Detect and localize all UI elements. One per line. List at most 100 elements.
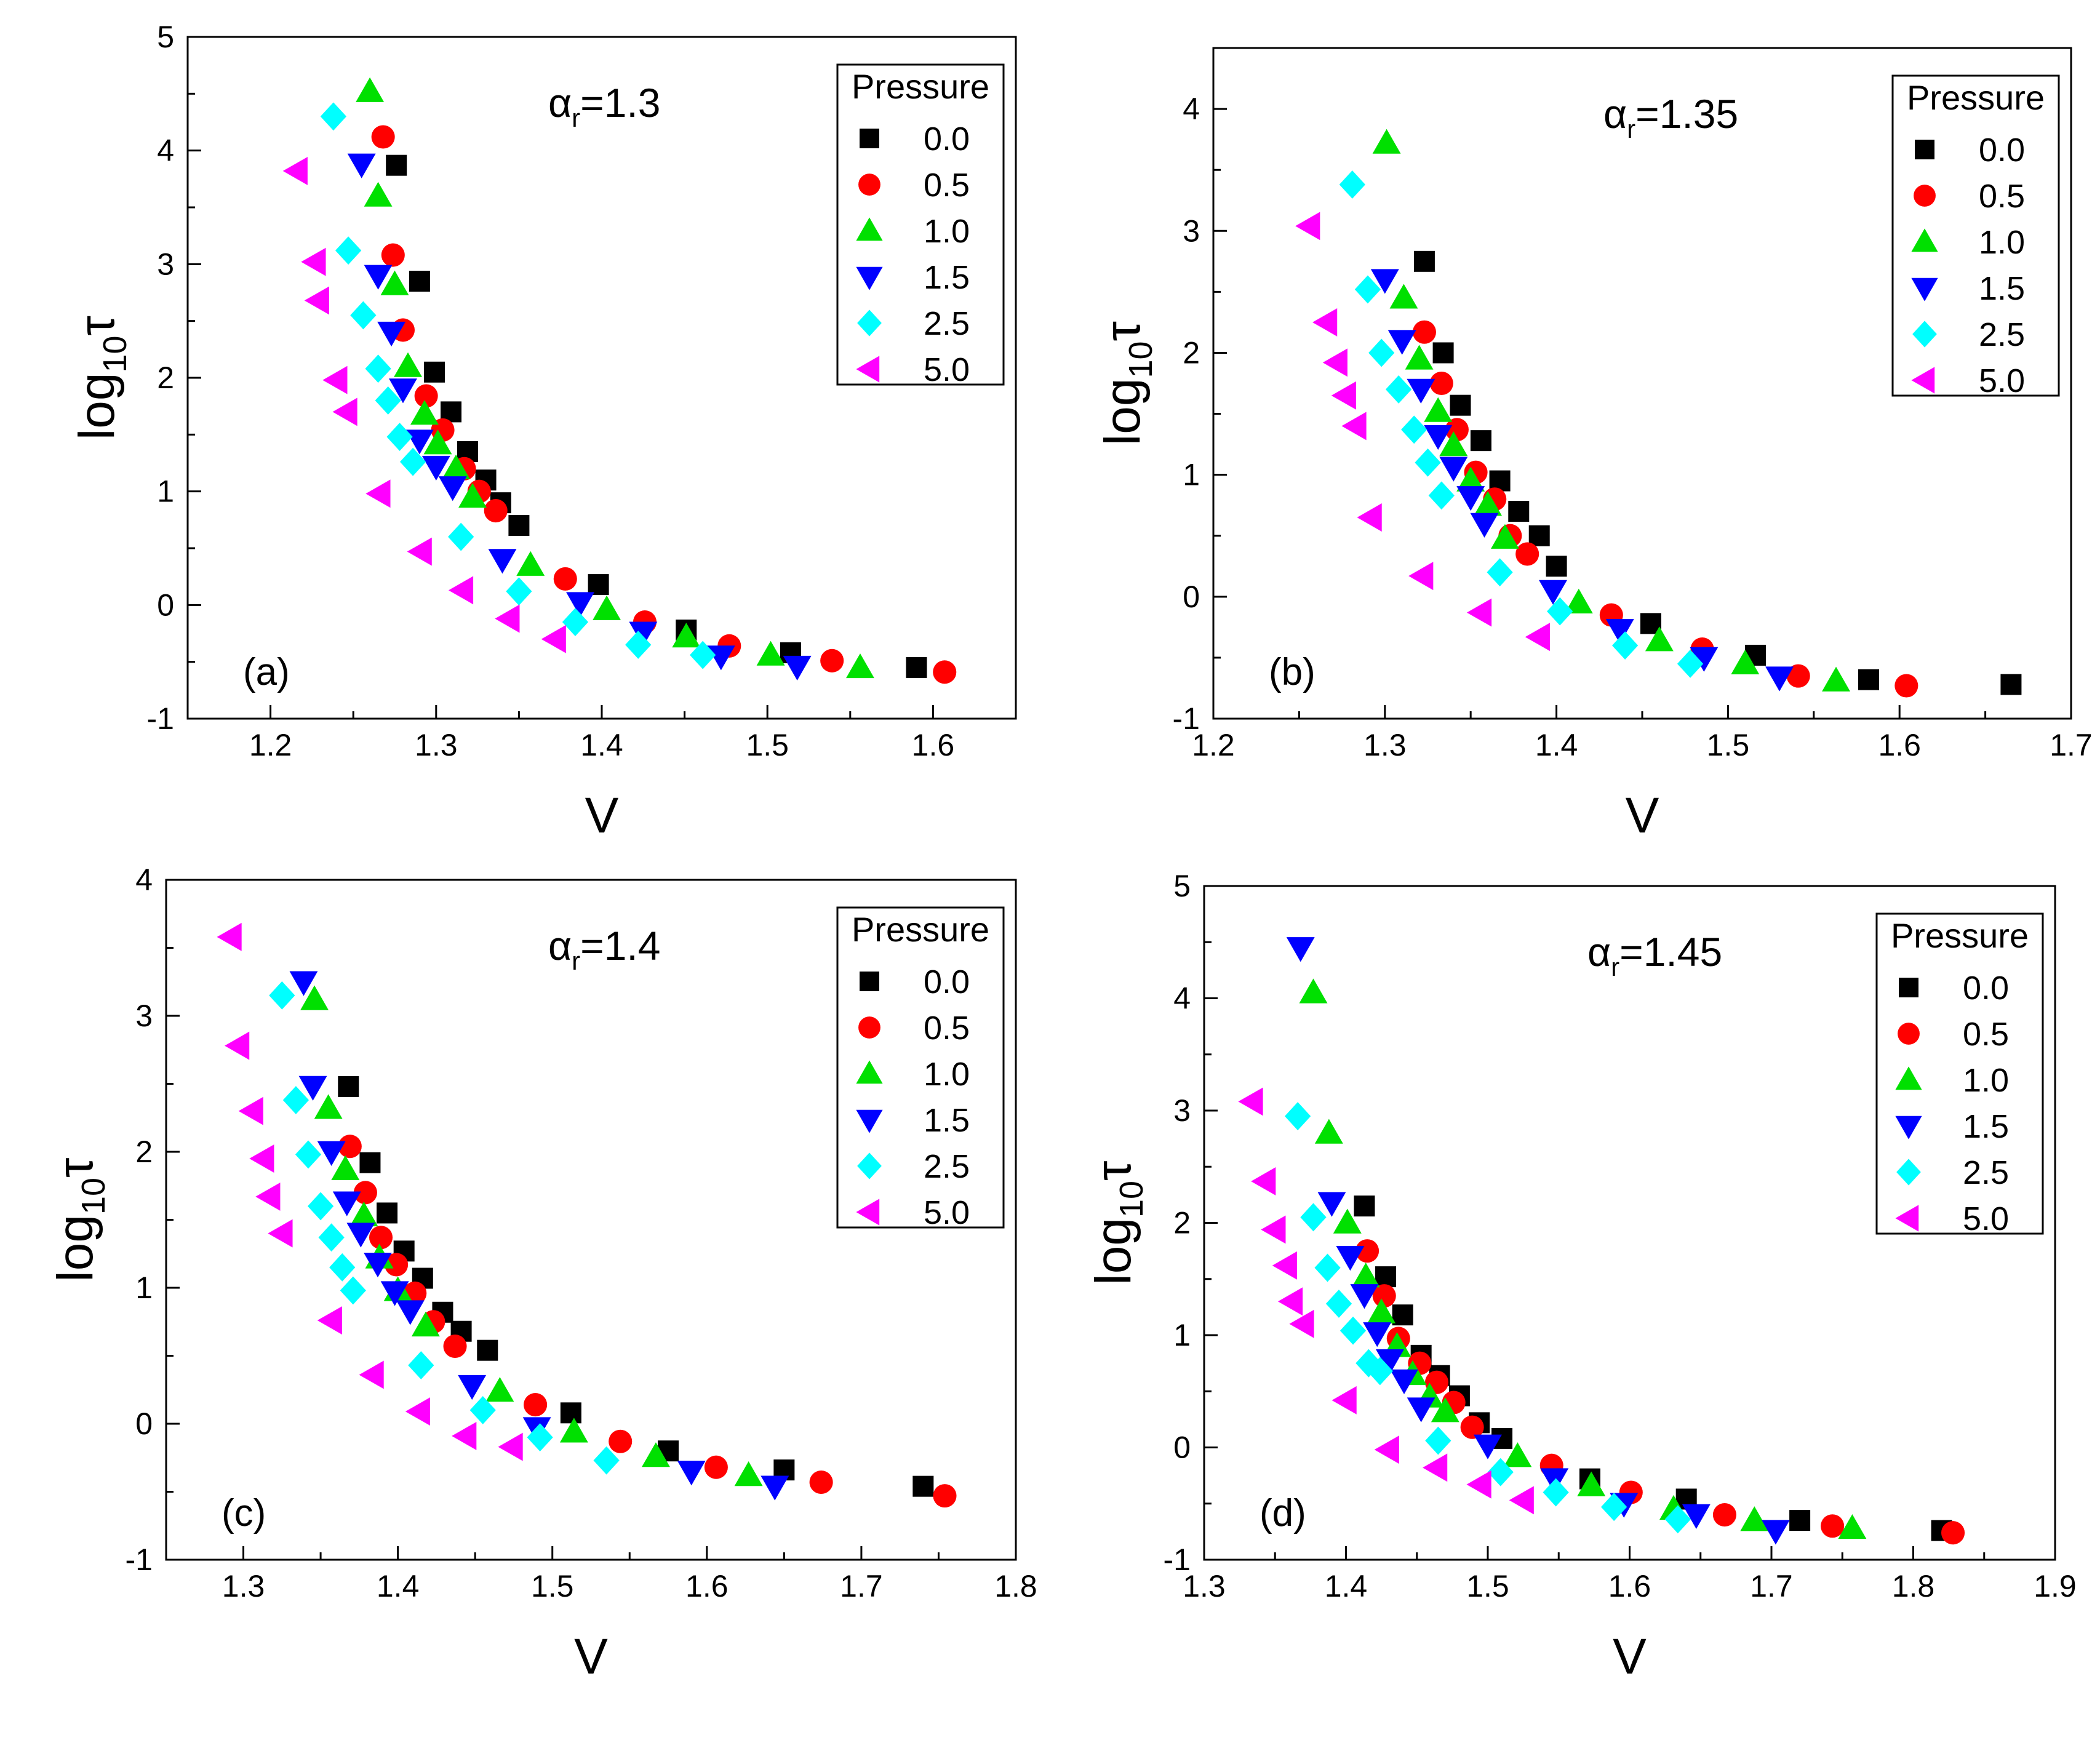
panel-a-point-triangle-down <box>364 265 393 290</box>
panel-d-xtick-label: 1.7 <box>1750 1569 1793 1603</box>
panel-b-point-triangle-down <box>1470 513 1499 538</box>
panel-b-xtick-label: 1.7 <box>2050 728 2093 762</box>
panel-a-point-triangle-up <box>846 653 874 679</box>
panel-a-legend-label: 0.5 <box>924 167 970 204</box>
panel-c-point-square <box>912 1475 934 1497</box>
panel-a-point-triangle-left <box>282 156 308 185</box>
panel-d-point-triangle-down <box>1376 1349 1404 1375</box>
panel-d-point-triangle-down <box>1286 937 1315 962</box>
panel-b-point-square <box>1858 669 1880 690</box>
panel-d-point-square <box>1789 1510 1811 1531</box>
panel-c-xtick-label: 1.3 <box>222 1569 265 1603</box>
panel-d-point-diamond <box>1314 1253 1341 1282</box>
panel-a-ylabel: log10τ <box>69 316 134 440</box>
panel-c-xtick-label: 1.8 <box>994 1569 1037 1603</box>
panel-d-xtick-label: 1.9 <box>2034 1569 2077 1603</box>
panel-d-point-triangle-left <box>1289 1309 1314 1338</box>
panel-a-point-triangle-up <box>410 400 439 425</box>
panel-b-point-triangle-down <box>1690 647 1719 672</box>
panel-a-point-triangle-up <box>672 623 701 648</box>
panel-d-point-square <box>1354 1195 1375 1217</box>
panel-c-point-triangle-left <box>452 1421 477 1450</box>
panel-c-xlabel: V <box>574 1629 608 1685</box>
panel-a-point-triangle-up <box>442 454 471 479</box>
panel-c-point-triangle-down <box>396 1300 425 1325</box>
panel-b-point-circle <box>1445 418 1469 442</box>
panel-b-point-diamond <box>1368 338 1395 367</box>
panel-a-point-square <box>424 361 445 383</box>
panel-c-legend-label: 0.5 <box>924 1010 970 1047</box>
panel-a-point-square <box>508 515 530 537</box>
panel-a-point-circle <box>933 660 957 684</box>
panel-a-point-triangle-left <box>301 247 326 276</box>
panel-c-point-circle <box>353 1181 377 1205</box>
panel-d-ytick-label: -1 <box>1164 1542 1191 1577</box>
panel-a-point-circle <box>820 649 844 672</box>
panel-d-point-diamond <box>1339 1316 1367 1345</box>
panel-b-point-triangle-down <box>1439 457 1468 482</box>
panel-b-legend-marker <box>1912 321 1937 348</box>
panel-b-legend-marker <box>1915 140 1934 159</box>
panel-d-point-triangle-down <box>1350 1284 1379 1309</box>
panel-c-legend-label: 2.5 <box>924 1148 970 1185</box>
panel-b-point-diamond <box>1401 415 1427 444</box>
panel-c-label: (c) <box>222 1492 266 1534</box>
panel-c-point-triangle-up <box>642 1442 670 1467</box>
panel-b-ytick-label: 1 <box>1183 458 1200 492</box>
panel-c-legend-label: 5.0 <box>924 1194 970 1231</box>
panel-a-xlabel: V <box>585 788 619 844</box>
panel-b-point-triangle-left <box>1331 381 1356 410</box>
panel-b-point-circle <box>1412 320 1436 344</box>
panel-d-point-triangle-up <box>1740 1506 1769 1531</box>
panel-a-point-circle <box>414 384 438 408</box>
panel-d-point-triangle-left <box>1277 1287 1303 1316</box>
panel-b-point-triangle-up <box>1474 491 1503 516</box>
panel-a-legend-marker <box>858 174 880 196</box>
panel-a-ytick-label: 0 <box>157 588 174 622</box>
panel-c-point-triangle-up <box>411 1311 440 1337</box>
panel-a-point-circle <box>484 499 508 523</box>
panel-a-xtick-label: 1.2 <box>249 728 292 762</box>
panel-a-point-triangle-up <box>516 551 545 576</box>
panel-d-ytick-label: 4 <box>1173 981 1191 1016</box>
panel-a-label: (a) <box>243 651 290 693</box>
panel-b-point-square <box>1413 250 1435 272</box>
panel-b-point-triangle-down <box>1456 486 1485 511</box>
panel-a-legend-label: 0.0 <box>924 121 970 158</box>
panel-a-xtick-label: 1.6 <box>912 728 955 762</box>
panel-c-point-triangle-down <box>458 1375 487 1400</box>
panel-d-legend-label: 0.0 <box>1963 970 2009 1007</box>
panel-d-point-triangle-left <box>1509 1486 1534 1515</box>
panel-a-point-triangle-down <box>438 476 467 501</box>
panel-c-xtick-label: 1.5 <box>531 1569 574 1603</box>
panel-b-xtick-label: 1.5 <box>1707 728 1750 762</box>
panel-a-alpha-label: αr=1.3 <box>548 80 660 132</box>
panel-c-legend-label: 0.0 <box>924 964 970 1000</box>
panel-a-point-circle <box>371 125 395 149</box>
panel-b-ylabel: log10τ <box>1095 321 1159 445</box>
panel-c-point-diamond <box>340 1276 366 1305</box>
panel-b-point-square <box>1470 430 1491 452</box>
panel-d-legend-marker <box>1896 1159 1921 1186</box>
panel-d-ytick-label: 3 <box>1173 1093 1191 1128</box>
panel-b-legend-label: 2.5 <box>1979 316 2025 353</box>
panel-c-point-square <box>477 1339 498 1361</box>
panel-c-point-triangle-up <box>734 1461 763 1487</box>
panel-c-point-triangle-left <box>238 1096 263 1125</box>
panel-c-point-circle <box>933 1484 957 1508</box>
panel-c-alpha-label: αr=1.4 <box>548 923 660 975</box>
panel-b-point-diamond <box>1487 558 1513 587</box>
panel-a-point-triangle-up <box>394 352 422 377</box>
panel-c-point-square <box>338 1076 359 1097</box>
panel-a-xtick-label: 1.4 <box>580 728 623 762</box>
panel-d-legend-marker <box>1895 1205 1919 1232</box>
panel-d-xlabel: V <box>1613 1629 1647 1685</box>
panel-d-legend-label: 0.5 <box>1963 1016 2009 1053</box>
panel-c-point-circle <box>443 1334 467 1359</box>
panel-c-point-triangle-down <box>364 1253 392 1278</box>
panel-b-point-triangle-up <box>1439 431 1468 457</box>
panel-d-point-diamond <box>1325 1289 1352 1318</box>
